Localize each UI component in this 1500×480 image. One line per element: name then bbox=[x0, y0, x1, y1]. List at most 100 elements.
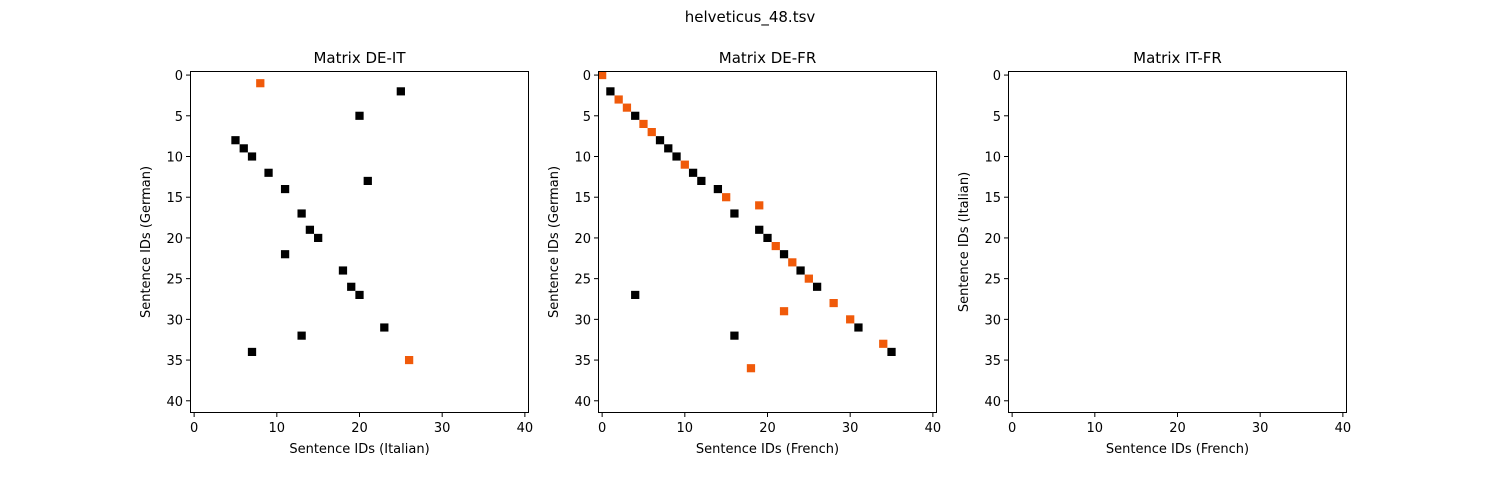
cell-black-15 bbox=[355, 290, 364, 299]
cell-black-6 bbox=[688, 168, 698, 177]
cell-orange-5 bbox=[647, 128, 656, 137]
cell-black-16 bbox=[380, 323, 389, 332]
cell-black-16 bbox=[730, 331, 739, 340]
y-axis-label: Sentence IDs (German) bbox=[547, 166, 562, 318]
cell-black-14 bbox=[812, 282, 822, 291]
cell-orange-7 bbox=[722, 193, 731, 202]
y-tick-label: 10 bbox=[574, 151, 591, 166]
y-tick-label: 0 bbox=[583, 69, 591, 84]
cell-orange-6 bbox=[680, 160, 689, 169]
y-tick-label: 40 bbox=[574, 395, 591, 410]
panel-title: Matrix IT-FR bbox=[1133, 49, 1222, 67]
y-tick-label: 20 bbox=[574, 232, 591, 247]
cell-black-11 bbox=[763, 233, 772, 242]
x-tick-label: 10 bbox=[677, 421, 694, 436]
cell-black-8 bbox=[280, 185, 290, 194]
y-tick-label: 15 bbox=[166, 191, 183, 206]
cell-black-10 bbox=[755, 225, 764, 234]
cell-black-9 bbox=[730, 209, 739, 218]
x-tick-label: 20 bbox=[351, 421, 368, 436]
cell-orange-2 bbox=[614, 95, 623, 104]
panel-title: Matrix DE-IT bbox=[313, 49, 406, 67]
x-tick-label: 0 bbox=[190, 421, 198, 436]
cell-orange-15 bbox=[879, 339, 888, 348]
y-tick-label: 25 bbox=[574, 273, 591, 288]
x-tick-label: 10 bbox=[1087, 421, 1104, 436]
cell-black-17 bbox=[854, 323, 863, 332]
axes-frame bbox=[190, 71, 529, 413]
cell-black-8 bbox=[713, 185, 723, 194]
x-axis-label: Sentence IDs (Italian) bbox=[289, 442, 429, 457]
y-tick-label: 30 bbox=[984, 313, 1001, 328]
axes-frame bbox=[598, 71, 937, 413]
x-tick-label: 10 bbox=[269, 421, 286, 436]
cell-orange-12 bbox=[829, 299, 838, 308]
panel-3: 0 10 20 30 40 0 5 10 15 20 25 30 35 40 Matrix IT-FR Sen… bbox=[957, 49, 1351, 457]
y-tick-label: 20 bbox=[166, 232, 183, 247]
cell-black-13 bbox=[796, 266, 805, 275]
axes-frame bbox=[1008, 71, 1347, 413]
cell-black-3 bbox=[655, 136, 665, 145]
cell-black-18 bbox=[887, 347, 896, 356]
cell-orange-1 bbox=[256, 79, 265, 88]
cell-black-6 bbox=[264, 168, 273, 177]
x-tick-label: 20 bbox=[759, 421, 776, 436]
y-tick-label: 5 bbox=[583, 110, 591, 125]
x-tick-label: 40 bbox=[517, 421, 534, 436]
cell-black-1 bbox=[606, 87, 615, 96]
panel-2: 0 10 20 30 40 0 5 10 15 20 25 30 35 40 Matrix DE-FR Sen… bbox=[547, 49, 941, 457]
y-tick-label: 15 bbox=[984, 191, 1001, 206]
cell-black-3 bbox=[231, 136, 240, 145]
y-tick-label: 5 bbox=[993, 110, 1001, 125]
y-tick-label: 25 bbox=[984, 273, 1001, 288]
cell-black-10 bbox=[305, 225, 315, 234]
cell-black-12 bbox=[280, 250, 290, 259]
cell-orange-16 bbox=[746, 364, 756, 373]
y-tick-label: 15 bbox=[574, 191, 591, 206]
cell-black-13 bbox=[338, 266, 348, 275]
cell-orange-14 bbox=[846, 315, 855, 324]
y-tick-label: 35 bbox=[984, 354, 1001, 369]
cell-black-4 bbox=[239, 144, 248, 153]
cell-black-2 bbox=[631, 111, 640, 120]
y-tick-label: 35 bbox=[166, 354, 183, 369]
y-tick-label: 0 bbox=[993, 69, 1001, 84]
x-tick-label: 30 bbox=[842, 421, 859, 436]
x-axis-label: Sentence IDs (French) bbox=[1106, 442, 1249, 457]
cell-black-12 bbox=[779, 250, 789, 259]
cell-black-17 bbox=[297, 331, 306, 340]
panel-1: 0 10 20 30 40 0 5 10 15 20 25 30 35 40 Matrix DE-IT Sen… bbox=[139, 49, 533, 457]
x-tick-label: 20 bbox=[1169, 421, 1186, 436]
y-axis-label: Sentence IDs (Italian) bbox=[957, 172, 972, 312]
y-tick-label: 5 bbox=[175, 110, 183, 125]
cell-orange-2 bbox=[404, 356, 414, 365]
panels: 0 10 20 30 40 0 5 10 15 20 25 30 35 40 Matrix DE-IT Sen… bbox=[139, 49, 1351, 457]
y-tick-label: 10 bbox=[166, 151, 183, 166]
y-tick-label: 25 bbox=[166, 273, 183, 288]
cell-black-14 bbox=[347, 282, 356, 291]
y-tick-label: 35 bbox=[574, 354, 591, 369]
cell-orange-9 bbox=[771, 242, 780, 251]
cell-orange-3 bbox=[622, 103, 632, 112]
x-tick-label: 0 bbox=[1008, 421, 1016, 436]
cell-black-18 bbox=[247, 347, 257, 356]
cell-black-15 bbox=[631, 290, 640, 299]
cell-black-4 bbox=[664, 144, 673, 153]
cell-orange-10 bbox=[788, 258, 797, 267]
cell-orange-1 bbox=[598, 71, 607, 80]
cell-black-1 bbox=[396, 87, 405, 96]
y-tick-label: 0 bbox=[175, 69, 183, 84]
cell-orange-8 bbox=[755, 201, 764, 210]
cell-black-9 bbox=[297, 209, 306, 218]
y-tick-label: 30 bbox=[166, 313, 183, 328]
x-axis-label: Sentence IDs (French) bbox=[696, 442, 839, 457]
x-tick-label: 30 bbox=[1252, 421, 1269, 436]
y-tick-label: 40 bbox=[166, 395, 183, 410]
y-tick-label: 10 bbox=[984, 151, 1001, 166]
x-tick-label: 40 bbox=[925, 421, 942, 436]
y-axis-label: Sentence IDs (German) bbox=[139, 166, 154, 318]
cell-black-2 bbox=[355, 111, 364, 120]
cell-orange-4 bbox=[639, 119, 648, 128]
y-tick-label: 30 bbox=[574, 313, 591, 328]
